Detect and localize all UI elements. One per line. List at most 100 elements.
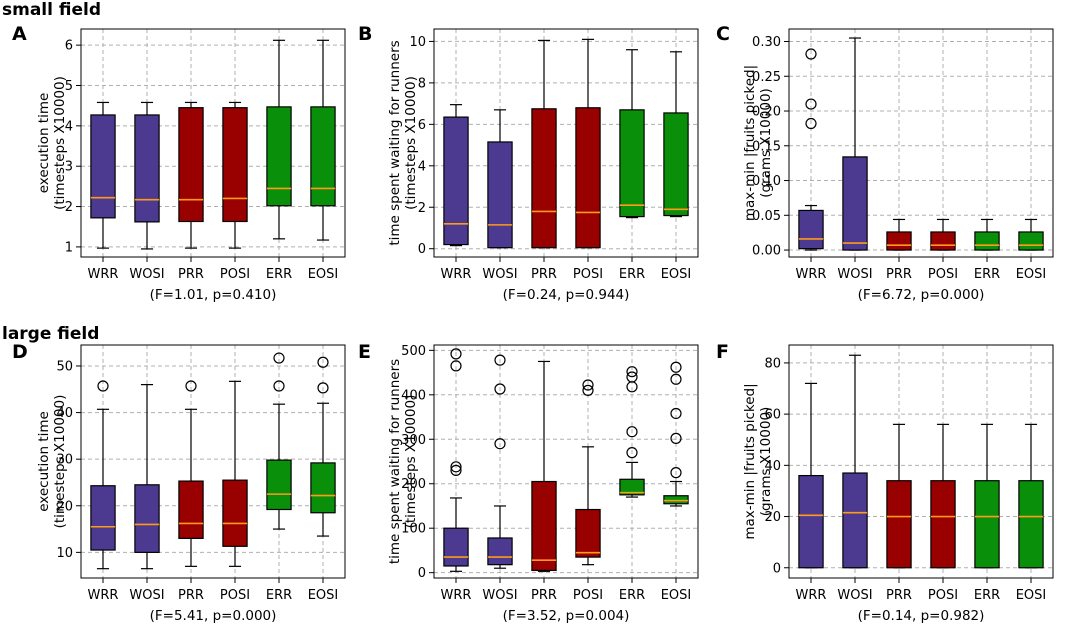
x-tick-label: WRR bbox=[796, 588, 827, 603]
x-axis-stat-label: (F=6.72, p=0.000) bbox=[858, 287, 985, 303]
outlier-point bbox=[626, 371, 638, 383]
y-tick-label: 0.00 bbox=[752, 244, 781, 259]
y-axis-label-line: (grams X10000) bbox=[758, 88, 774, 198]
box-POSI bbox=[222, 101, 248, 249]
box-ERR bbox=[266, 352, 292, 530]
box-body bbox=[842, 156, 868, 251]
box-body bbox=[90, 485, 116, 551]
axes-frame bbox=[788, 28, 1054, 258]
outlier-point bbox=[626, 447, 638, 459]
y-tick-label: 10 bbox=[56, 546, 73, 561]
y-tick-label: 0.05 bbox=[752, 209, 781, 224]
y-tick-label: 6 bbox=[65, 39, 73, 54]
box-PRR bbox=[178, 101, 204, 249]
y-axis-label-line: (timesteps X10000) bbox=[403, 76, 419, 210]
box-body bbox=[134, 484, 160, 553]
panel-letter: D bbox=[12, 341, 28, 363]
box-body bbox=[1018, 231, 1044, 251]
panel-letter: B bbox=[358, 23, 372, 45]
x-tick-label: EOSI bbox=[1016, 588, 1047, 603]
box-body bbox=[222, 479, 248, 547]
panel-A: A 1 2 3 4 5 6 WRR WOSI PRR POSI ERR EOSI (F=1.01, p=0… bbox=[12, 23, 346, 303]
box-EOSI bbox=[1018, 423, 1044, 569]
y-axis-label-line: (timesteps X10000) bbox=[52, 76, 68, 210]
x-tick-label: POSI bbox=[928, 588, 958, 603]
outlier-point bbox=[582, 379, 594, 391]
x-tick-label: PRR bbox=[531, 588, 557, 603]
outlier-point bbox=[805, 117, 817, 130]
x-tick-label: EOSI bbox=[661, 588, 692, 603]
y-tick-label: 3 bbox=[65, 160, 73, 175]
box-body bbox=[443, 116, 469, 246]
y-axis-label: time spent waiting for runners(timesteps… bbox=[387, 359, 419, 564]
box-body bbox=[930, 480, 956, 569]
x-tick-label: WOSI bbox=[482, 588, 517, 603]
panel-letter: A bbox=[12, 23, 27, 45]
y-tick-label: 60 bbox=[764, 408, 781, 423]
box-POSI bbox=[930, 218, 956, 251]
box-body bbox=[266, 106, 292, 207]
x-tick-label: PRR bbox=[531, 267, 557, 282]
outlier-point bbox=[317, 382, 329, 394]
y-tick-label: 300 bbox=[401, 433, 426, 448]
y-axis-label-line: time spent waiting for runners bbox=[387, 40, 403, 245]
x-tick-label: EOSI bbox=[1016, 267, 1047, 282]
y-axis-label-line: max-min |fruits picked| bbox=[742, 65, 758, 221]
x-axis-stat-label: (F=0.24, p=0.944) bbox=[503, 287, 630, 303]
box-body bbox=[619, 109, 645, 218]
x-tick-label: ERR bbox=[974, 588, 1000, 603]
box-body bbox=[974, 480, 1000, 569]
y-axis-label-line: (timesteps X10000) bbox=[403, 395, 419, 529]
outlier-point bbox=[450, 464, 462, 476]
outlier-point bbox=[317, 356, 329, 368]
box-POSI bbox=[222, 380, 248, 567]
box-POSI bbox=[575, 379, 601, 566]
y-tick-label: 4 bbox=[418, 159, 426, 174]
outlier-point bbox=[670, 407, 682, 420]
panel-F: F 0 20 40 60 80 WRR WOSI PRR POSI ERR EOSI (F=0.14, … bbox=[716, 341, 1054, 624]
y-tick-label: 0.25 bbox=[752, 70, 781, 85]
y-tick-label: 0.10 bbox=[752, 174, 781, 189]
x-tick-label: EOSI bbox=[308, 588, 339, 603]
box-ERR bbox=[619, 49, 645, 219]
box-body bbox=[178, 480, 204, 539]
box-body bbox=[90, 114, 116, 219]
box-WRR bbox=[443, 104, 469, 247]
y-tick-label: 0 bbox=[418, 566, 426, 581]
y-tick-label: 0.15 bbox=[752, 139, 781, 154]
y-tick-label: 100 bbox=[401, 522, 426, 537]
outlier-point bbox=[273, 380, 285, 392]
y-axis-label-line: max-min |fruits picked| bbox=[742, 383, 758, 539]
outlier-point bbox=[494, 383, 506, 395]
x-tick-label: POSI bbox=[220, 267, 250, 282]
x-tick-label: PRR bbox=[886, 588, 912, 603]
x-tick-label: POSI bbox=[928, 267, 958, 282]
box-WOSI bbox=[487, 109, 513, 249]
box-WRR bbox=[798, 382, 824, 569]
box-WRR bbox=[443, 348, 469, 572]
y-tick-label: 10 bbox=[409, 35, 426, 50]
box-body bbox=[222, 107, 248, 223]
y-tick-label: 0.20 bbox=[752, 105, 781, 120]
x-tick-label: ERR bbox=[974, 267, 1000, 282]
outlier-point bbox=[494, 438, 506, 450]
outlier-point bbox=[185, 380, 197, 392]
box-body bbox=[487, 537, 513, 566]
axes-frame bbox=[433, 344, 699, 579]
box-ERR bbox=[974, 423, 1000, 569]
outlier-point bbox=[273, 352, 285, 364]
box-body bbox=[443, 527, 469, 567]
box-body bbox=[798, 474, 824, 569]
box-WRR bbox=[90, 101, 116, 249]
x-tick-label: ERR bbox=[619, 267, 645, 282]
x-tick-label: WOSI bbox=[482, 267, 517, 282]
y-tick-label: 5 bbox=[65, 79, 73, 94]
panel-letter: C bbox=[716, 23, 730, 45]
x-tick-label: WRR bbox=[441, 588, 472, 603]
box-body bbox=[178, 107, 204, 223]
box-PRR bbox=[531, 360, 557, 572]
box-WRR bbox=[798, 48, 824, 251]
y-axis-label: max-min |fruits picked|(grams X10000) bbox=[742, 383, 774, 539]
x-tick-label: POSI bbox=[220, 588, 250, 603]
